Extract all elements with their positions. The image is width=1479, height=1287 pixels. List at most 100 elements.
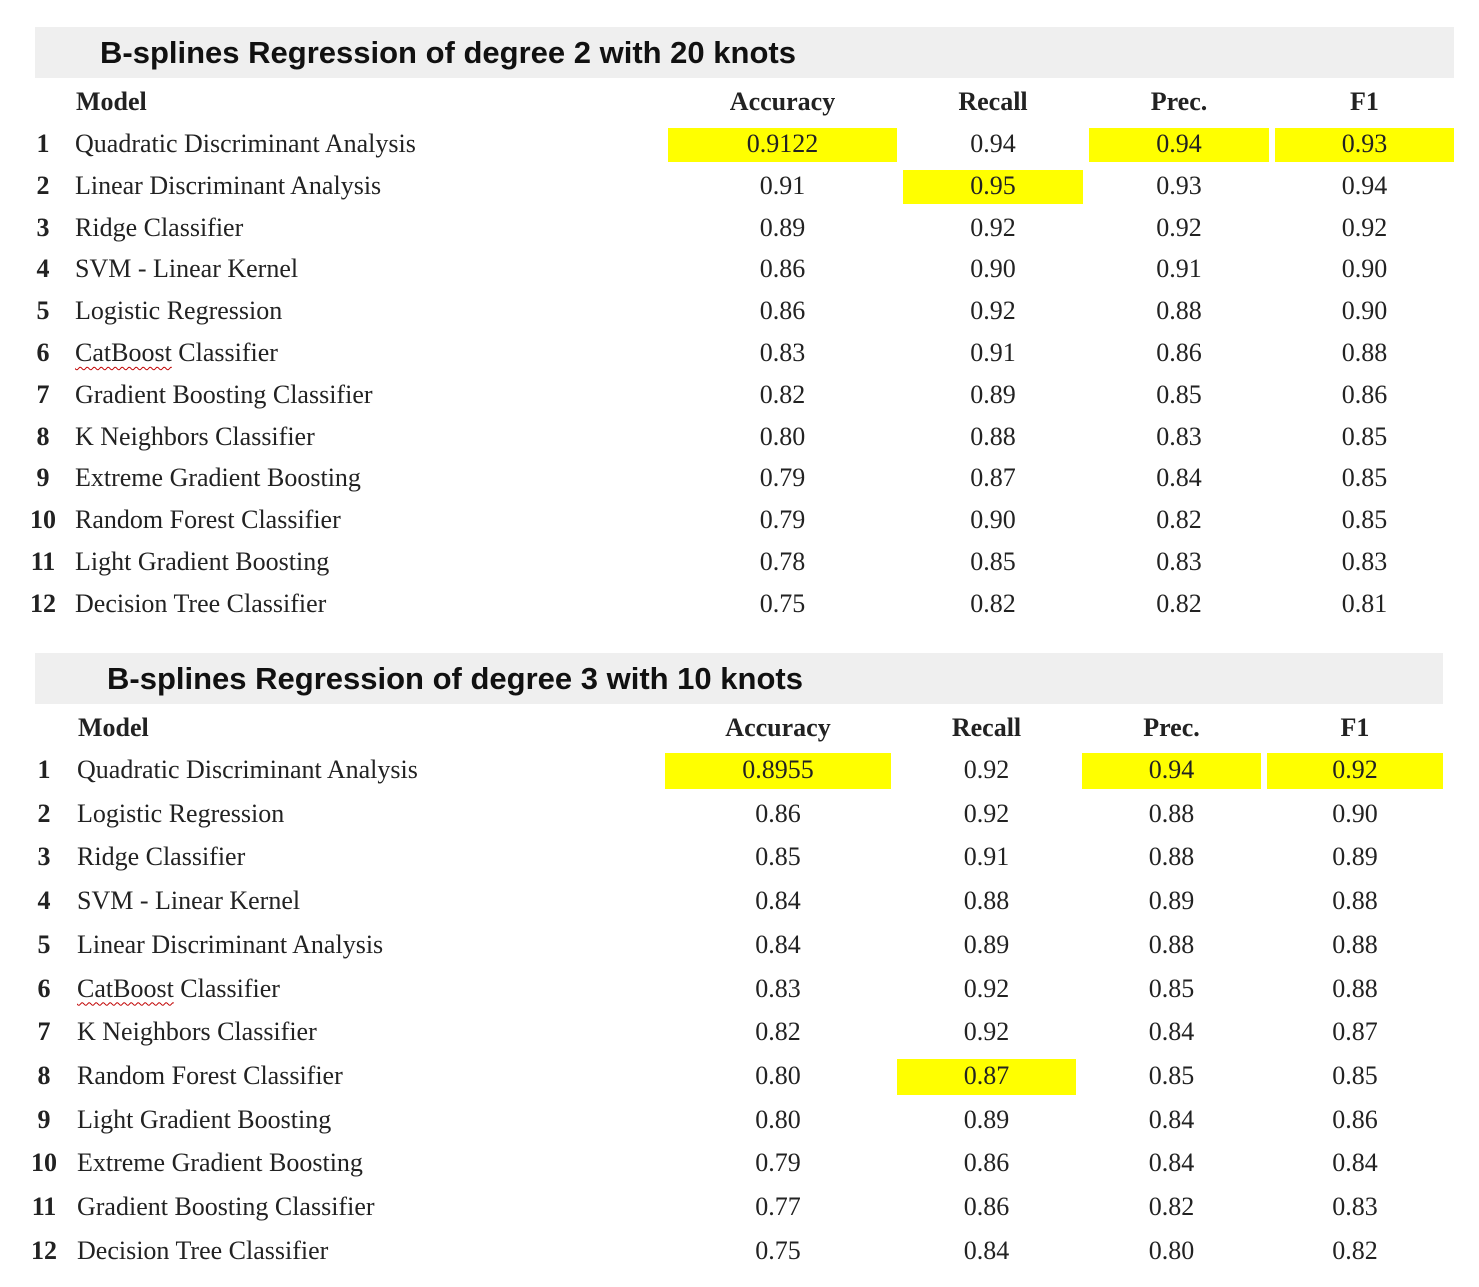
cell-accuracy: 0.85 bbox=[755, 842, 801, 872]
row-rank: 10 bbox=[31, 1148, 57, 1178]
cell-f1: 0.94 bbox=[1341, 170, 1388, 200]
row-model: K Neighbors Classifier bbox=[77, 1017, 317, 1047]
cell-accuracy: 0.75 bbox=[755, 1235, 801, 1265]
cell-prec: 0.84 bbox=[1156, 463, 1202, 493]
cell-recall: 0.91 bbox=[970, 338, 1016, 367]
cell-accuracy: 0.75 bbox=[759, 588, 806, 618]
cell-prec: 0.94 bbox=[1156, 129, 1202, 158]
row-model: Ridge Classifier bbox=[75, 212, 244, 242]
cell-f1: 0.85 bbox=[1341, 421, 1388, 451]
cell-recall: 0.88 bbox=[970, 421, 1016, 451]
highlight-recall bbox=[903, 169, 1083, 204]
header-model: Model bbox=[78, 713, 149, 742]
cell-f1: 0.81 bbox=[1341, 588, 1388, 618]
cell-recall: 0.94 bbox=[970, 129, 1016, 158]
row-rank: 4 bbox=[37, 886, 51, 916]
cell-recall: 0.90 bbox=[970, 505, 1016, 535]
highlight-recall bbox=[897, 1058, 1076, 1095]
cell-recall: 0.92 bbox=[963, 755, 1010, 784]
row-rank: 3 bbox=[37, 842, 51, 872]
cell-accuracy: 0.79 bbox=[759, 505, 806, 535]
spellcheck-word: CatBoost bbox=[75, 338, 172, 367]
cell-accuracy: 0.86 bbox=[759, 254, 806, 284]
cell-recall: 0.92 bbox=[963, 973, 1010, 1003]
cell-f1: 0.88 bbox=[1332, 929, 1378, 959]
row-rank: 9 bbox=[37, 1104, 51, 1134]
cell-f1: 0.90 bbox=[1332, 798, 1378, 828]
cell-prec: 0.94 bbox=[1148, 755, 1195, 784]
cell-prec: 0.88 bbox=[1148, 929, 1195, 959]
cell-accuracy: 0.80 bbox=[755, 1104, 801, 1134]
cell-f1: 0.88 bbox=[1341, 338, 1388, 367]
row-rank: 8 bbox=[36, 421, 50, 451]
cell-accuracy: 0.86 bbox=[759, 296, 806, 326]
row-rank: 11 bbox=[30, 547, 56, 576]
row-model: Light Gradient Boosting bbox=[75, 547, 330, 576]
cell-accuracy: 0.86 bbox=[755, 798, 801, 828]
cell-f1: 0.89 bbox=[1332, 842, 1378, 872]
cell-recall: 0.95 bbox=[970, 170, 1016, 200]
row-rank: 9 bbox=[36, 463, 50, 493]
row-model: Quadratic Discriminant Analysis bbox=[75, 129, 416, 158]
row-model: Gradient Boosting Classifier bbox=[77, 1192, 375, 1221]
header-accuracy: Accuracy bbox=[729, 87, 836, 116]
cell-f1: 0.92 bbox=[1332, 755, 1378, 784]
cell-f1: 0.84 bbox=[1332, 1148, 1378, 1178]
cell-prec: 0.80 bbox=[1148, 1235, 1195, 1265]
cell-accuracy: 0.82 bbox=[759, 379, 806, 409]
cell-recall: 0.91 bbox=[963, 842, 1010, 872]
cell-prec: 0.84 bbox=[1148, 1148, 1195, 1178]
cell-prec: 0.82 bbox=[1148, 1192, 1195, 1221]
cell-prec: 0.93 bbox=[1156, 170, 1202, 200]
row-model: Linear Discriminant Analysis bbox=[75, 170, 382, 200]
cell-f1: 0.86 bbox=[1332, 1104, 1378, 1134]
row-rank: 6 bbox=[37, 973, 51, 1003]
cell-prec: 0.84 bbox=[1148, 1017, 1195, 1047]
row-rank: 1 bbox=[37, 755, 51, 784]
cell-f1: 0.83 bbox=[1332, 1192, 1378, 1221]
cell-f1: 0.85 bbox=[1341, 463, 1388, 493]
cell-prec: 0.88 bbox=[1148, 842, 1195, 872]
cell-f1: 0.93 bbox=[1341, 129, 1388, 158]
row-model: Quadratic Discriminant Analysis bbox=[77, 755, 418, 784]
cell-prec: 0.88 bbox=[1148, 798, 1195, 828]
cell-prec: 0.85 bbox=[1148, 1060, 1195, 1090]
header-prec: Prec. bbox=[1143, 713, 1200, 742]
spellcheck-word: CatBoost bbox=[77, 973, 174, 1003]
cell-accuracy: 0.82 bbox=[755, 1017, 801, 1047]
cell-f1: 0.86 bbox=[1341, 379, 1388, 409]
cell-accuracy: 0.77 bbox=[755, 1192, 801, 1221]
row-rank: 5 bbox=[36, 296, 50, 326]
cell-recall: 0.86 bbox=[963, 1192, 1010, 1221]
cell-recall: 0.89 bbox=[963, 1104, 1010, 1134]
highlight-f1 bbox=[1267, 753, 1443, 789]
cell-recall: 0.82 bbox=[970, 588, 1016, 618]
table-2-title: B-splines Regression of degree 3 with 10… bbox=[35, 653, 1443, 704]
cell-recall: 0.85 bbox=[970, 547, 1016, 576]
cell-accuracy: 0.79 bbox=[755, 1148, 801, 1178]
cell-recall: 0.87 bbox=[970, 463, 1016, 493]
row-model: SVM - Linear Kernel bbox=[75, 254, 299, 284]
cell-f1: 0.82 bbox=[1332, 1235, 1378, 1265]
row-model: Gradient Boosting Classifier bbox=[75, 379, 373, 409]
cell-f1: 0.92 bbox=[1341, 212, 1388, 242]
table-1-title: B-splines Regression of degree 2 with 20… bbox=[35, 27, 1454, 78]
cell-f1: 0.90 bbox=[1341, 254, 1388, 284]
row-model: K Neighbors Classifier bbox=[75, 421, 315, 451]
cell-f1: 0.87 bbox=[1332, 1017, 1378, 1047]
row-model: Light Gradient Boosting bbox=[77, 1104, 332, 1134]
header-f1: F1 bbox=[1350, 87, 1379, 116]
row-rank: 6 bbox=[36, 338, 50, 367]
cell-recall: 0.86 bbox=[963, 1148, 1010, 1178]
cell-recall: 0.90 bbox=[970, 254, 1016, 284]
cell-prec: 0.83 bbox=[1156, 547, 1202, 576]
cell-recall: 0.89 bbox=[970, 379, 1016, 409]
cell-accuracy: 0.83 bbox=[759, 338, 806, 367]
row-model: Random Forest Classifier bbox=[77, 1060, 343, 1090]
row-rank: 2 bbox=[37, 798, 51, 828]
cell-prec: 0.83 bbox=[1156, 421, 1202, 451]
cell-accuracy: 0.80 bbox=[755, 1060, 801, 1090]
cell-f1: 0.83 bbox=[1341, 547, 1388, 576]
cell-recall: 0.92 bbox=[963, 798, 1010, 828]
row-model: Random Forest Classifier bbox=[75, 505, 341, 535]
